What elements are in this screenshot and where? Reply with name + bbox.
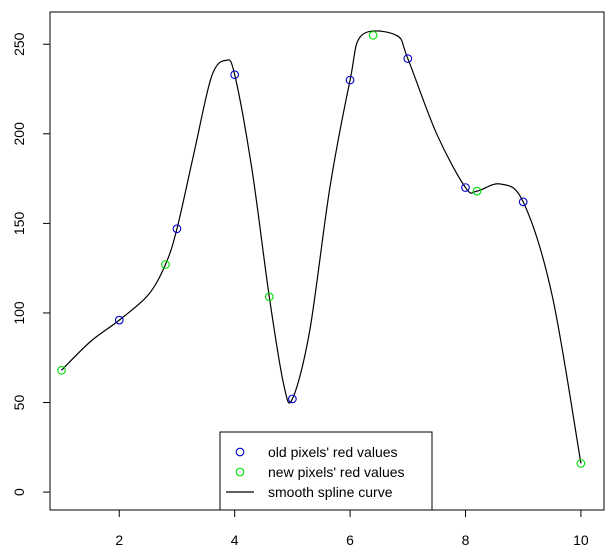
new-pixel-point <box>161 260 170 269</box>
old-pixel-point <box>114 315 124 325</box>
new-pixel-point <box>576 459 586 468</box>
old-pixel-point <box>288 394 297 404</box>
y-tick-label: 0 <box>11 488 27 496</box>
legend-label: old pixels' red values <box>268 444 398 460</box>
y-tick-label: 250 <box>11 32 27 56</box>
old-pixel-point <box>403 54 413 63</box>
legend-marker <box>235 467 245 477</box>
legend: old pixels' red values new pixels' red va… <box>219 431 433 511</box>
old-pixel-point <box>461 183 470 192</box>
legend-box <box>219 431 433 511</box>
y-axis: 0 50 100 150 200 250 <box>11 32 50 496</box>
y-tick-label: 100 <box>11 301 27 325</box>
x-tick-label: 8 <box>462 532 470 548</box>
legend-label: smooth spline curve <box>268 484 393 500</box>
old-pixel-point <box>230 70 240 80</box>
x-tick-label: 2 <box>115 532 123 548</box>
x-tick-label: 6 <box>346 532 354 548</box>
x-tick-label: 4 <box>231 532 239 548</box>
x-axis: 2 4 6 8 10 <box>115 510 589 548</box>
y-tick-label: 200 <box>11 122 27 146</box>
old-pixel-point <box>345 75 355 85</box>
x-tick-label: 10 <box>573 532 589 548</box>
y-tick-label: 150 <box>11 211 27 235</box>
new-pixel-point <box>472 186 482 196</box>
old-pixel-point <box>172 224 182 234</box>
new-pixel-point <box>57 365 66 375</box>
legend-marker <box>235 447 245 457</box>
legend-label: new pixels' red values <box>268 464 405 480</box>
new-pixel-point <box>264 292 274 302</box>
y-tick-label: 50 <box>11 395 27 411</box>
old-pixel-point <box>518 197 528 207</box>
spline-curve <box>61 30 582 464</box>
new-pixel-point <box>368 30 378 40</box>
series-layer <box>57 30 586 468</box>
